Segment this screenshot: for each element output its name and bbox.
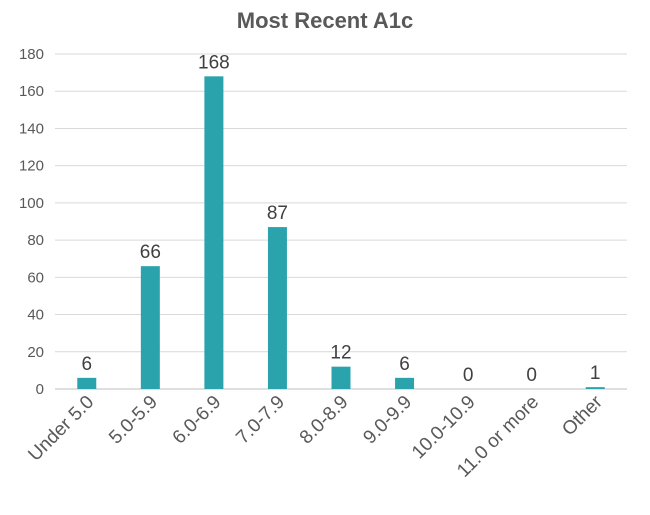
data-label: 0 [526, 365, 537, 386]
data-label: 12 [330, 343, 351, 364]
bar [267, 227, 287, 389]
x-axis-categories: Under 5.0 5.0-5.9 6.0-6.9 7.0-7.9 8.0-8.9 9.0… [24, 391, 607, 481]
x-category-label: 5.0-5.9 [105, 392, 162, 449]
y-tick-label: 100 [19, 195, 44, 212]
bar [77, 377, 97, 389]
bar [204, 76, 224, 389]
y-tick-label: 20 [27, 344, 44, 361]
data-label: 0 [463, 365, 474, 386]
x-category-label: 6.0-6.9 [169, 392, 226, 449]
chart-title: Most Recent A1c [237, 8, 413, 33]
bar [140, 266, 160, 389]
data-label: 6 [81, 354, 92, 375]
grid-lines [55, 53, 627, 353]
y-axis-ticks: 0 20 40 60 80 100 120 140 160 180 [19, 46, 44, 398]
bar [395, 377, 415, 389]
y-tick-label: 40 [27, 307, 44, 324]
bars [77, 76, 605, 389]
y-tick-label: 160 [19, 83, 44, 100]
x-category-label: 8.0-8.9 [296, 392, 353, 449]
data-label: 1 [590, 363, 601, 384]
y-tick-label: 80 [27, 232, 44, 249]
data-label: 6 [399, 354, 410, 375]
y-tick-label: 140 [19, 120, 44, 137]
y-tick-label: 60 [27, 269, 44, 286]
y-tick-label: 0 [36, 381, 44, 398]
y-tick-label: 180 [19, 46, 44, 63]
data-label: 66 [140, 242, 161, 263]
x-category-label: Under 5.0 [24, 392, 98, 466]
x-category-label: Other [558, 391, 607, 440]
data-label: 87 [267, 203, 288, 224]
x-category-label: 7.0-7.9 [232, 392, 289, 449]
x-category-label: 9.0-9.9 [359, 392, 416, 449]
data-label: 168 [198, 52, 230, 73]
bar [585, 387, 605, 389]
bar [331, 366, 351, 389]
y-tick-label: 120 [19, 158, 44, 175]
